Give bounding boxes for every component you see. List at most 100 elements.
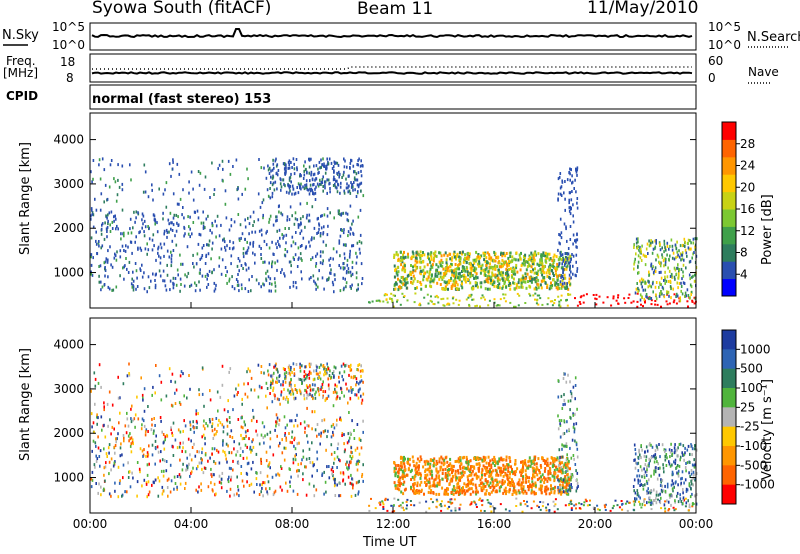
- data-cell: [410, 468, 413, 472]
- data-cell: [553, 479, 556, 483]
- data-cell: [485, 264, 488, 268]
- data-cell: [442, 275, 445, 279]
- data-cell: [475, 503, 478, 506]
- data-cell: [490, 510, 493, 513]
- data-cell: [160, 450, 162, 454]
- data-cell: [521, 469, 524, 473]
- data-cell: [383, 294, 386, 297]
- data-cell: [540, 263, 543, 266]
- data-cell: [475, 267, 478, 271]
- data-cell: [138, 231, 140, 235]
- data-cell: [557, 192, 560, 196]
- data-cell: [451, 256, 454, 260]
- data-cell: [347, 219, 350, 223]
- data-cell: [460, 274, 463, 278]
- data-cell: [524, 489, 527, 493]
- data-cell: [351, 477, 353, 481]
- data-cell: [310, 157, 312, 161]
- data-cell: [536, 504, 539, 507]
- data-cell: [213, 188, 216, 192]
- data-cell: [127, 271, 130, 274]
- data-cell: [412, 255, 415, 259]
- data-cell: [655, 293, 657, 297]
- data-cell: [185, 468, 187, 472]
- data-cell: [527, 479, 530, 483]
- data-cell: [204, 436, 206, 440]
- data-cell: [418, 260, 421, 264]
- data-cell: [650, 299, 653, 302]
- data-cell: [344, 364, 346, 368]
- data-cell: [412, 279, 415, 283]
- data-cell: [241, 479, 244, 483]
- data-cell: [552, 255, 555, 259]
- data-cell: [680, 267, 683, 271]
- data-cell: [425, 277, 428, 281]
- data-cell: [457, 491, 460, 494]
- data-cell: [663, 239, 666, 243]
- data-cell: [309, 179, 311, 183]
- data-cell: [182, 462, 184, 466]
- data-cell: [529, 294, 532, 297]
- data-cell: [530, 280, 533, 284]
- data-cell: [443, 461, 446, 465]
- data-cell: [306, 396, 308, 400]
- data-cell: [310, 173, 312, 177]
- data-cell: [321, 386, 324, 390]
- data-cell: [660, 261, 662, 265]
- data-cell: [393, 470, 396, 473]
- data-cell: [514, 305, 517, 308]
- data-cell: [298, 388, 301, 392]
- data-cell: [673, 509, 676, 512]
- data-cell: [531, 260, 534, 264]
- data-cell: [129, 437, 132, 441]
- noise-left-tick-bottom: 10^0: [52, 38, 85, 52]
- data-cell: [668, 247, 670, 251]
- data-cell: [302, 472, 304, 476]
- data-cell: [297, 223, 300, 227]
- data-cell: [464, 280, 467, 284]
- data-cell: [154, 478, 157, 482]
- data-cell: [339, 254, 341, 258]
- data-cell: [579, 303, 582, 305]
- data-cell: [407, 252, 409, 256]
- data-cell: [470, 293, 473, 296]
- data-cell: [357, 190, 359, 194]
- data-cell: [91, 478, 94, 482]
- data-cell: [549, 264, 552, 268]
- data-cell: [506, 264, 509, 268]
- data-cell: [618, 506, 621, 509]
- data-cell: [307, 188, 309, 192]
- data-cell: [344, 266, 346, 270]
- data-cell: [611, 507, 614, 510]
- data-cell: [357, 171, 360, 175]
- data-cell: [170, 250, 172, 254]
- cpid-label: CPID: [6, 89, 39, 103]
- data-cell: [127, 245, 129, 249]
- data-cell: [209, 456, 211, 460]
- data-cell: [299, 186, 301, 190]
- data-cell: [276, 187, 278, 191]
- data-cell: [399, 259, 402, 263]
- data-cell: [323, 287, 325, 291]
- data-cell: [474, 284, 477, 288]
- data-cell: [251, 230, 253, 234]
- data-cell: [120, 232, 122, 236]
- data-cell: [160, 246, 163, 250]
- data-cell: [308, 192, 311, 196]
- data-cell: [394, 287, 397, 291]
- data-cell: [304, 465, 306, 469]
- data-cell: [96, 413, 98, 417]
- data-cell: [355, 195, 358, 198]
- data-cell: [553, 469, 556, 472]
- data-cell: [352, 164, 355, 168]
- data-cell: [458, 251, 461, 255]
- data-cell: [280, 188, 282, 192]
- data-cell: [289, 373, 292, 377]
- data-cell: [132, 226, 134, 230]
- data-cell: [429, 484, 432, 488]
- data-cell: [473, 261, 476, 265]
- data-cell: [271, 191, 274, 195]
- data-cell: [429, 284, 432, 288]
- data-cell: [134, 262, 137, 265]
- data-cell: [415, 489, 418, 492]
